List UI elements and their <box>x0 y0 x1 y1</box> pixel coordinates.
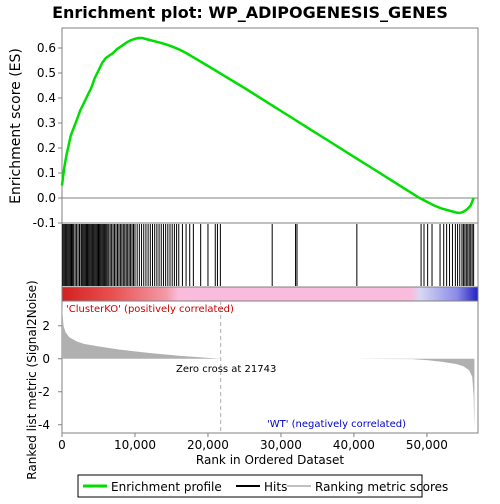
metric-y-tick-label: -4 <box>38 418 50 432</box>
rank-x-axis: 0 10,000 20,000 30,000 40,000 50,000 <box>58 433 448 452</box>
es-plot-frame <box>61 27 479 224</box>
rank-x-tick-label: 50,000 <box>406 438 448 452</box>
rank-x-tick-label: 40,000 <box>333 438 375 452</box>
legend-label-hits: Hits <box>264 480 287 494</box>
rank-color-band <box>61 286 479 302</box>
legend-label-enrichment: Enrichment profile <box>111 480 222 494</box>
enrichment-profile-line <box>60 36 475 215</box>
chart-title: Enrichment plot: WP_ADIPOGENESIS_GENES <box>52 3 448 22</box>
legend: Enrichment profile Hits Ranking metric s… <box>77 474 448 498</box>
zero-cross-label: Zero cross at 21743 <box>176 364 276 375</box>
es-y-tick-label: 0.0 <box>37 191 56 205</box>
x-axis-label: Rank in Ordered Dataset <box>196 453 344 467</box>
es-y-tick-label: 0.4 <box>37 91 56 105</box>
es-y-axis: -0.1 0.0 0.1 0.2 0.3 0.4 0.5 0.6 <box>33 41 62 230</box>
hits-frame <box>61 222 479 288</box>
metric-y-axis: -4 -2 0 2 <box>38 319 62 432</box>
metric-y-tick-label: -2 <box>38 385 50 399</box>
es-y-tick-label: -0.1 <box>33 216 56 230</box>
metric-panel: -4 -2 0 2 0 10,000 20,000 30,000 40,000 50,000 '… <box>25 280 479 480</box>
es-y-tick-label: 0.6 <box>37 41 56 55</box>
metric-y-axis-label: Ranked list metric (Signal2Noise) <box>25 280 39 479</box>
es-y-tick-label: 0.1 <box>37 166 56 180</box>
es-y-axis-label: Enrichment score (ES) <box>8 48 24 204</box>
rank-x-tick-label: 10,000 <box>114 438 156 452</box>
es-y-tick-label: 0.3 <box>37 116 56 130</box>
positive-correlation-label: 'ClusterKO' (positively correlated) <box>66 304 234 315</box>
metric-y-tick-label: 2 <box>42 319 50 333</box>
rank-x-tick-label: 20,000 <box>187 438 229 452</box>
es-y-tick-label: 0.5 <box>37 66 56 80</box>
negative-correlation-label: 'WT' (negatively correlated) <box>267 419 406 430</box>
legend-label-ranking: Ranking metric scores <box>315 480 448 494</box>
es-y-tick-label: 0.2 <box>37 141 56 155</box>
hit-lines <box>62 224 475 286</box>
rank-x-tick-label: 30,000 <box>260 438 302 452</box>
metric-y-tick-label: 0 <box>42 352 50 366</box>
es-panel: -0.1 0.0 0.1 0.2 0.3 0.4 0.5 0.6 Enrichment sco… <box>8 27 479 230</box>
rank-gradient-bar <box>61 286 479 302</box>
hits-panel <box>61 222 479 288</box>
metric-plot-frame <box>61 300 479 434</box>
rank-x-tick-label: 0 <box>58 438 66 452</box>
